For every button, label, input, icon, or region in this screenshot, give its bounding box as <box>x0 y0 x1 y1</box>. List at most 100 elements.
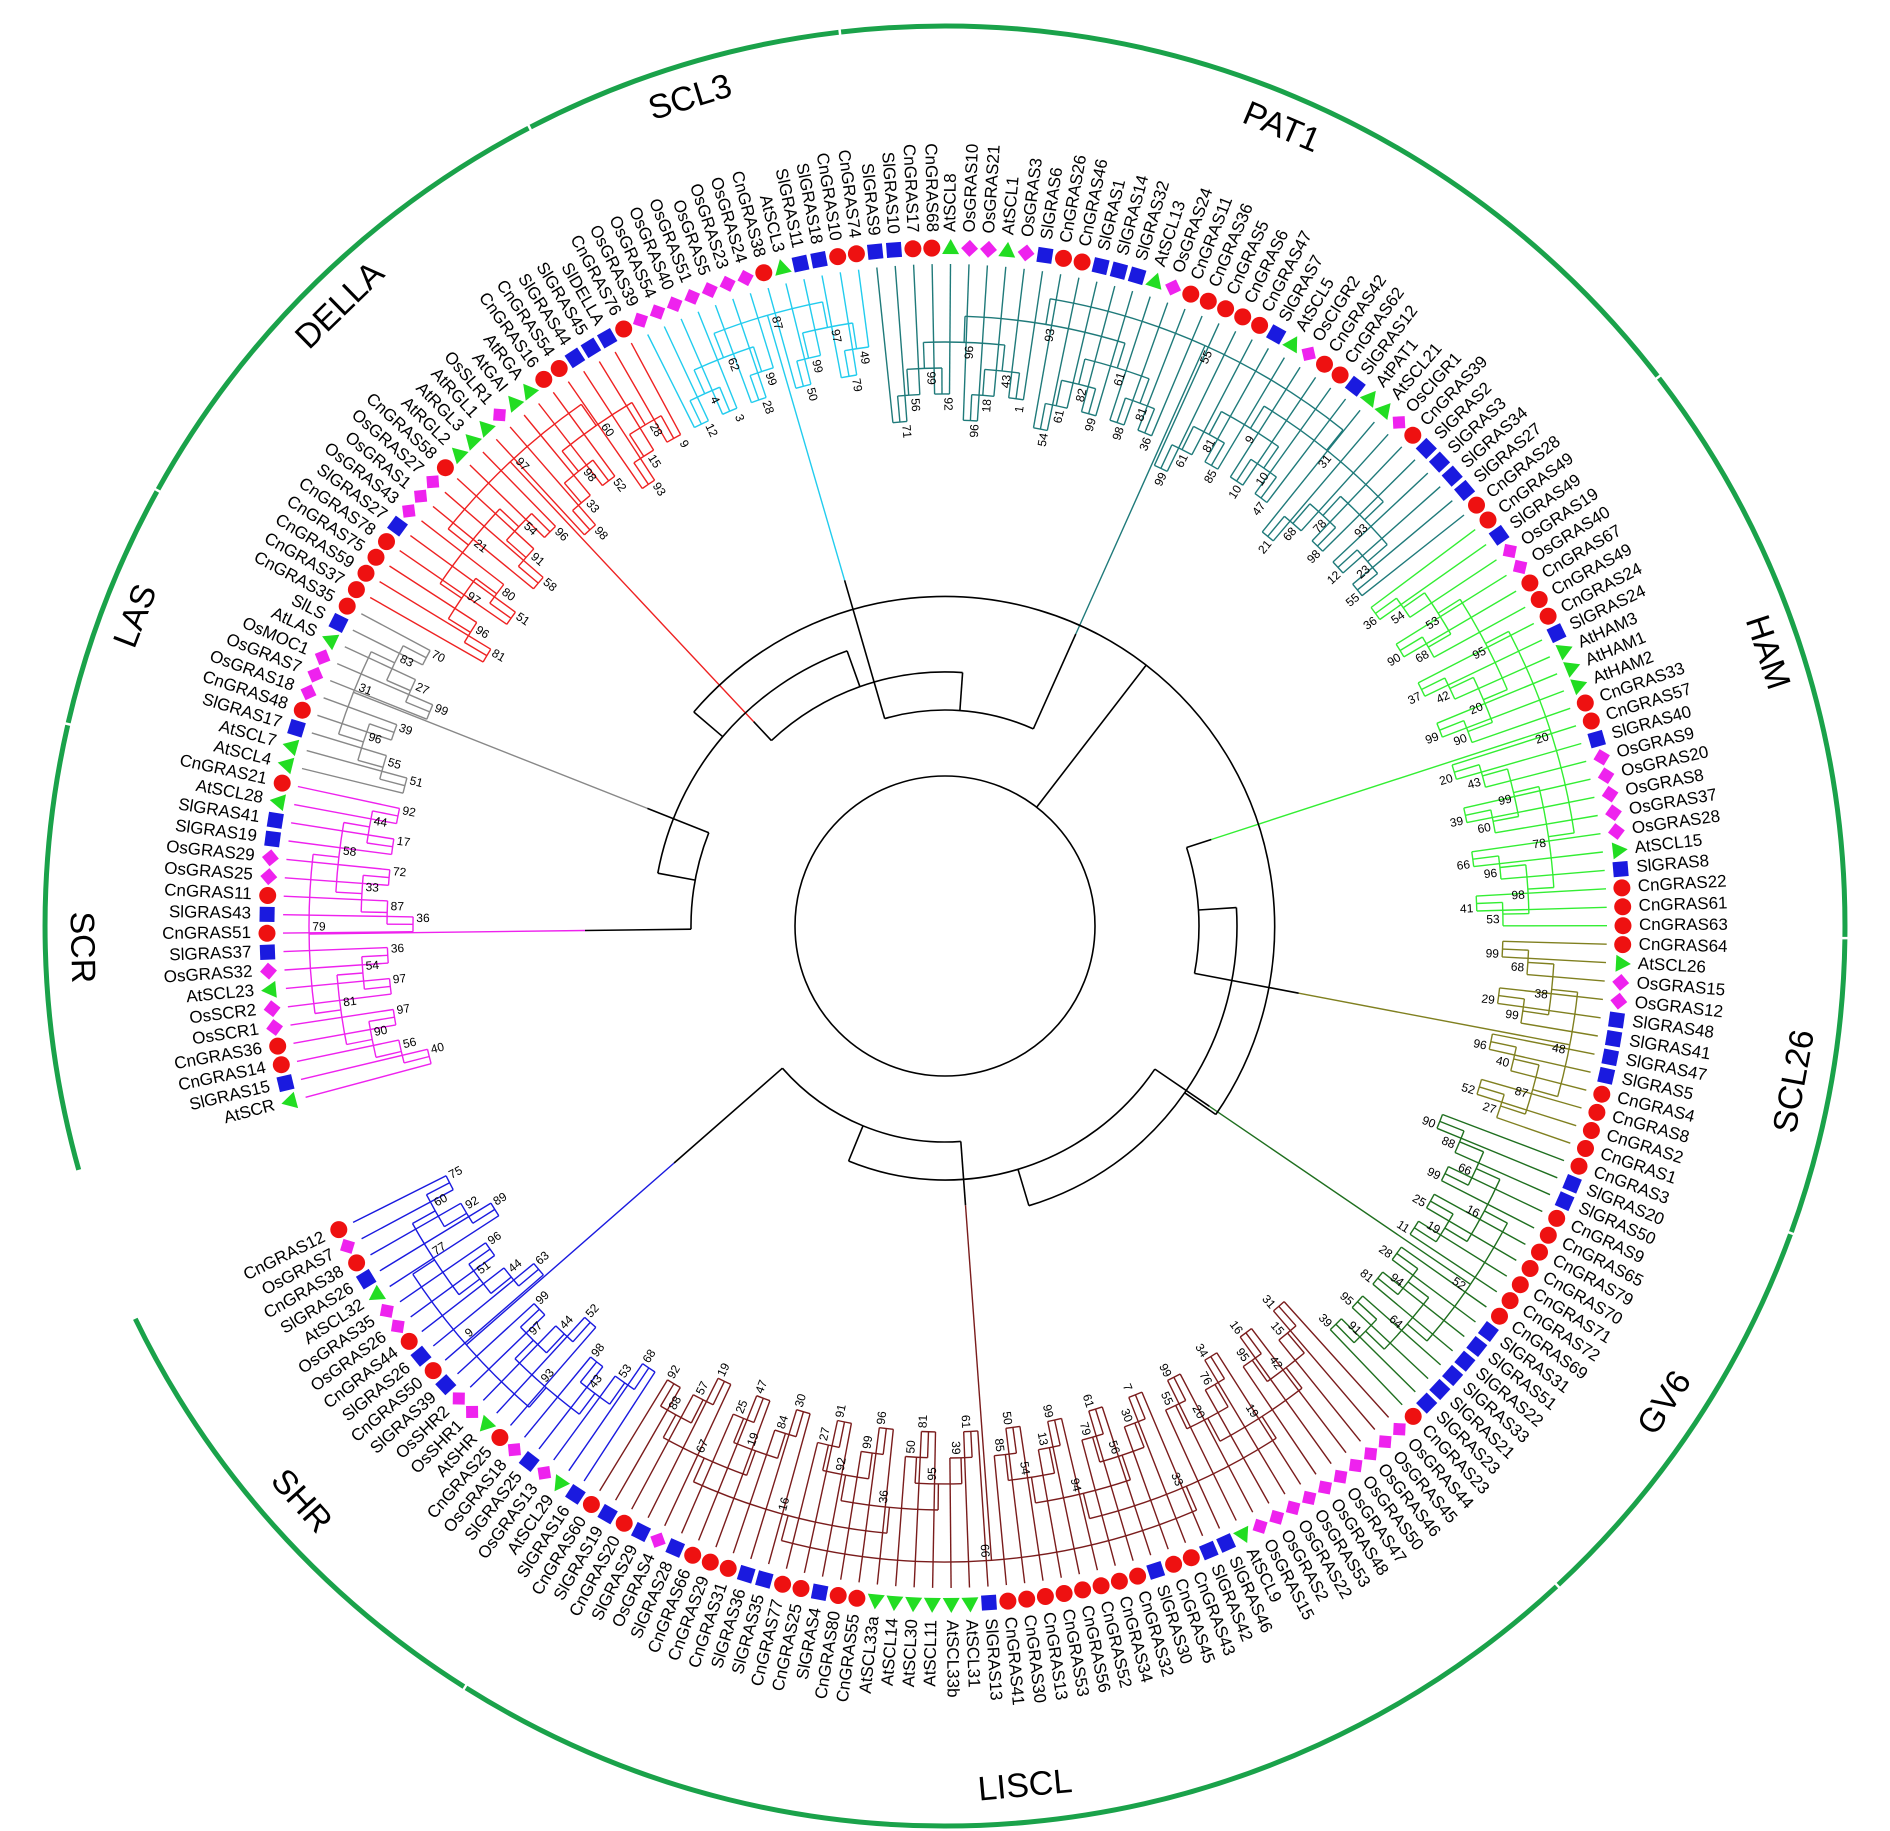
branch <box>1008 1472 1055 1482</box>
leaf-marker <box>1546 623 1567 644</box>
root-circle <box>794 775 1096 1077</box>
branch <box>584 1316 597 1328</box>
bootstrap-value: 96 <box>874 1410 889 1425</box>
bootstrap-value: 9 <box>677 438 693 451</box>
branch <box>713 333 725 358</box>
leaf-marker <box>347 581 365 599</box>
branch <box>1204 348 1270 463</box>
branch <box>1134 1422 1145 1448</box>
branch <box>1209 1105 1471 1285</box>
branch <box>509 461 755 723</box>
bootstrap-value: 38 <box>1534 986 1549 1001</box>
leaf-marker <box>330 1221 348 1239</box>
leaf-marker <box>1521 1260 1539 1277</box>
leaf-marker <box>1442 1364 1464 1387</box>
branch <box>1425 1193 1435 1209</box>
branch <box>1472 855 1499 860</box>
branch <box>1476 1079 1483 1095</box>
bootstrap-value: 12 <box>702 421 721 439</box>
branch <box>379 1202 492 1272</box>
leaf-marker <box>1073 253 1091 271</box>
branch <box>949 1456 973 1459</box>
backbone-branch <box>584 928 692 932</box>
bootstrap-value: 81 <box>1199 436 1218 455</box>
bootstrap-value: 92 <box>664 1362 683 1381</box>
bootstrap-value: 93 <box>1042 327 1058 343</box>
leaf-marker <box>414 489 428 503</box>
leaf-marker <box>867 1593 885 1610</box>
branch <box>1005 1425 1021 1429</box>
branch <box>361 911 388 914</box>
branch <box>1482 768 1508 777</box>
leaf-marker <box>791 254 810 273</box>
leaf-marker <box>1265 324 1287 345</box>
leaf-marker <box>1454 1350 1476 1372</box>
branch <box>284 962 389 971</box>
branch <box>1365 1330 1385 1350</box>
leaf-marker <box>400 1332 418 1350</box>
branch <box>583 370 656 481</box>
branch <box>1483 688 1508 701</box>
bootstrap-values: 4056979097365481368772331792445879515539… <box>312 315 1567 1559</box>
branch <box>336 662 433 706</box>
bootstrap-value: 40 <box>1495 1053 1512 1070</box>
bootstrap-value: 19 <box>714 1360 733 1378</box>
bootstrap-value: 79 <box>1077 1420 1094 1437</box>
branch <box>294 803 397 825</box>
leaf-marker <box>1539 1226 1557 1244</box>
leaf-marker <box>564 347 586 369</box>
bootstrap-value: 66 <box>1456 1160 1474 1178</box>
branch <box>1454 764 1480 773</box>
leaf-marker <box>479 1414 497 1432</box>
branch <box>982 369 986 396</box>
branch <box>1037 1449 1062 1578</box>
leaf-marker <box>1110 1572 1128 1590</box>
branch <box>1488 1033 1494 1050</box>
branch <box>693 1481 887 1534</box>
branch <box>1490 1041 1517 1048</box>
bootstrap-value: 3 <box>732 412 748 424</box>
branch <box>568 1363 644 1472</box>
branch <box>1444 1172 1469 1186</box>
branch <box>1015 372 1021 399</box>
leaf-marker <box>269 1037 287 1055</box>
branch <box>439 508 501 584</box>
leaf-marker <box>666 296 683 312</box>
leaf-marker <box>905 1596 923 1613</box>
branch <box>1185 1486 1198 1511</box>
branch <box>1300 433 1389 532</box>
branch <box>336 972 363 976</box>
branch <box>1242 377 1317 486</box>
branch <box>528 1387 547 1408</box>
backbone-branch <box>884 709 1034 730</box>
branch <box>915 1482 962 1485</box>
branch <box>357 759 384 768</box>
branch <box>1442 1113 1565 1162</box>
bootstrap-value: 87 <box>769 315 786 332</box>
branch <box>1214 1384 1229 1408</box>
branch <box>464 641 488 657</box>
branch <box>1364 501 1384 521</box>
group-arc-scl3 <box>529 29 839 130</box>
bootstrap-value: 92 <box>833 1456 849 1472</box>
branch <box>964 1205 993 1561</box>
bootstrap-value: 42 <box>1434 688 1452 706</box>
leaf-marker <box>276 1074 295 1093</box>
branch <box>496 1316 586 1414</box>
leaf-label: CnGRAS64 <box>1638 935 1727 956</box>
leaf-marker <box>277 757 295 775</box>
leaf-marker <box>357 564 375 582</box>
branch <box>1496 1094 1505 1118</box>
leaf-marker <box>1429 1378 1451 1401</box>
leaf-marker <box>537 1466 552 1480</box>
backbone-branch <box>1185 847 1200 974</box>
branch <box>1391 1246 1402 1261</box>
backbone-branch <box>1017 1169 1030 1206</box>
leaf-marker <box>1582 1122 1600 1139</box>
branch <box>1444 1227 1468 1243</box>
backbone-branch <box>1184 1092 1217 1116</box>
branch <box>369 596 484 663</box>
branch <box>1012 1427 1018 1454</box>
group-label-scl3: SCL3 <box>644 67 736 128</box>
branch <box>1409 1233 1498 1293</box>
